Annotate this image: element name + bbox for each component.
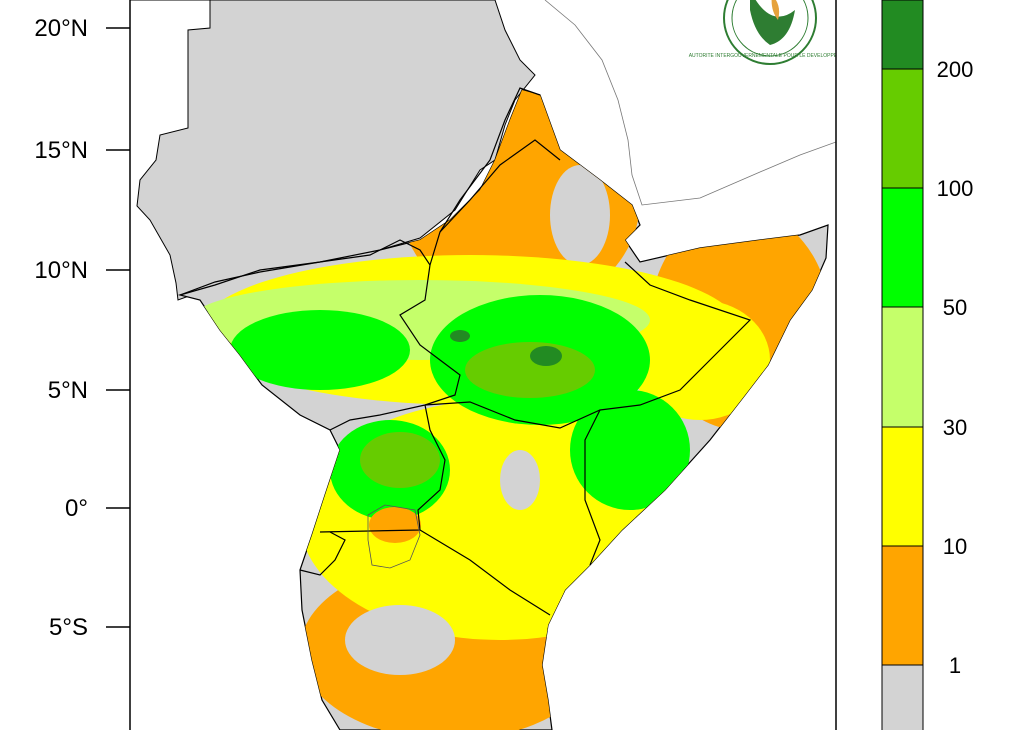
colorbar-bin-gt200 (881, 0, 924, 70)
country-borders (179, 87, 752, 616)
lat-label-5s: 5°S (49, 614, 88, 641)
map-area: AUTORITE INTERGOUVERNEMENTALE POUR LE DE… (130, 0, 852, 730)
colorbar-label-50: 50 (943, 295, 967, 320)
igad-logo: AUTORITE INTERGOUVERNEMENTALE POUR LE DE… (689, 0, 852, 65)
rain-zone-green-kenya (570, 390, 690, 510)
lake-victoria-area (369, 507, 421, 543)
lat-label-5n: 5°N (48, 377, 88, 404)
rain-zone-dark-ethiopia (530, 346, 562, 366)
logo-text: AUTORITE INTERGOUVERNEMENTALE POUR LE DE… (689, 53, 852, 59)
rain-zone-dry-kenya (500, 450, 540, 510)
colorbar-bin-50-100 (881, 187, 924, 308)
rain-zone-yellow-east (630, 300, 770, 420)
colorbar-label-10: 10 (943, 534, 967, 559)
colorbar-label-200: 200 (937, 57, 974, 82)
rain-zone-midgreen-uganda (360, 432, 440, 488)
colorbar-bin-lt1 (881, 664, 924, 730)
rain-zone-dry-tanzania (345, 605, 455, 675)
colorbar-bin-100-200 (881, 68, 924, 189)
latitude-axis: 20°N 15°N 10°N 5°N 0° 5°S (34, 15, 130, 641)
rain-zone-dark-spot (450, 330, 470, 342)
rain-zone-midgreen-ethiopia (465, 342, 595, 398)
colorbar-bin-30-50 (881, 306, 924, 428)
arabian-peninsula-outline (544, 0, 836, 206)
colorbar-bin-10-30 (881, 426, 924, 547)
colorbar-label-30: 30 (943, 415, 967, 440)
colorbar-label-1: 1 (949, 653, 961, 678)
lat-label-equator: 0° (65, 495, 88, 522)
lat-label-15n: 15°N (34, 137, 88, 164)
colorbar: 200 100 50 30 10 1 (881, 0, 974, 730)
lat-label-10n: 10°N (34, 257, 88, 284)
rain-zone-green-ssudan (230, 310, 410, 390)
colorbar-label-100: 100 (937, 176, 974, 201)
igad-emblem-icon (750, 0, 795, 45)
colorbar-bin-1-10 (881, 545, 924, 666)
lat-label-20n: 20°N (34, 15, 88, 42)
lake-victoria-outline (367, 504, 421, 569)
rain-zone-dry-north (550, 165, 610, 265)
